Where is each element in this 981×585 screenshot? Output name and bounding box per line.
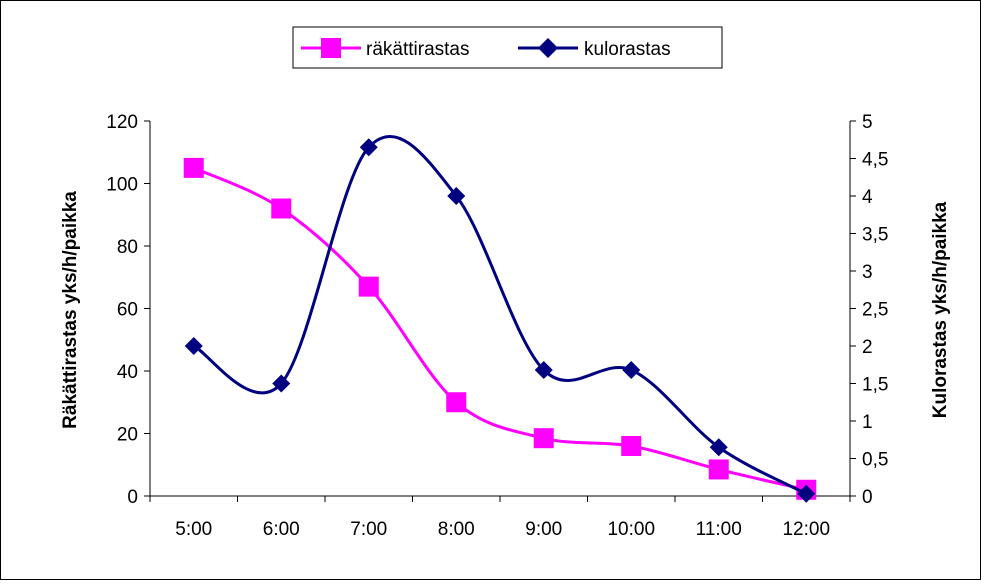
x-tick-label: 5:00 — [175, 519, 212, 540]
x-tick-label: 6:00 — [263, 519, 300, 540]
legend-marker-rakattirastas — [321, 38, 341, 58]
y-axis-left-title: Räkättirastas yks/h/paikka — [60, 191, 81, 429]
y-left-tick-label: 100 — [106, 175, 138, 196]
y-right-tick-label: 0 — [862, 487, 873, 508]
data-point-square — [184, 158, 204, 178]
x-tick-label: 11:00 — [696, 519, 742, 540]
y-right-tick-label: 3 — [862, 262, 873, 283]
y-right-tick-label: 1 — [862, 412, 873, 433]
y-right-tick-label: 5 — [862, 112, 873, 133]
y-right-tick-label: 4 — [862, 187, 873, 208]
y-left-tick-label: 20 — [117, 425, 138, 446]
x-tick-label: 10:00 — [607, 519, 655, 540]
legend: räkättirastas kulorastas — [293, 27, 722, 68]
y-right-tick-label: 3,5 — [862, 225, 888, 246]
x-tick-label: 7:00 — [350, 519, 387, 540]
x-tick-label: 9:00 — [525, 519, 562, 540]
y-left-tick-label: 120 — [106, 112, 138, 133]
legend-item-rakattirastas: räkättirastas — [301, 38, 469, 60]
data-point-square — [359, 277, 379, 297]
x-tick-label: 12:00 — [782, 519, 830, 540]
y-right-tick-label: 4,5 — [862, 150, 888, 171]
y-left-tick-label: 40 — [117, 362, 138, 383]
y-right-tick-label: 0,5 — [862, 450, 888, 471]
legend-label-kulorastas: kulorastas — [584, 39, 671, 60]
x-tick-label: 8:00 — [438, 519, 475, 540]
data-point-square — [709, 459, 729, 479]
data-point-square — [271, 199, 291, 219]
y-right-tick-label: 1,5 — [862, 375, 888, 396]
y-right-tick-label: 2,5 — [862, 300, 888, 321]
y-left-tick-label: 0 — [127, 487, 138, 508]
y-axis-right-title: Kulorastas yks/h/paikka — [930, 201, 951, 418]
legend-label-rakattirastas: räkättirastas — [366, 39, 469, 60]
data-point-square — [534, 428, 554, 448]
y-left-tick-label: 80 — [117, 237, 138, 258]
y-left-tick-label: 60 — [117, 300, 138, 321]
y-right-tick-label: 2 — [862, 337, 873, 358]
data-point-square — [446, 392, 466, 412]
data-point-square — [621, 436, 641, 456]
